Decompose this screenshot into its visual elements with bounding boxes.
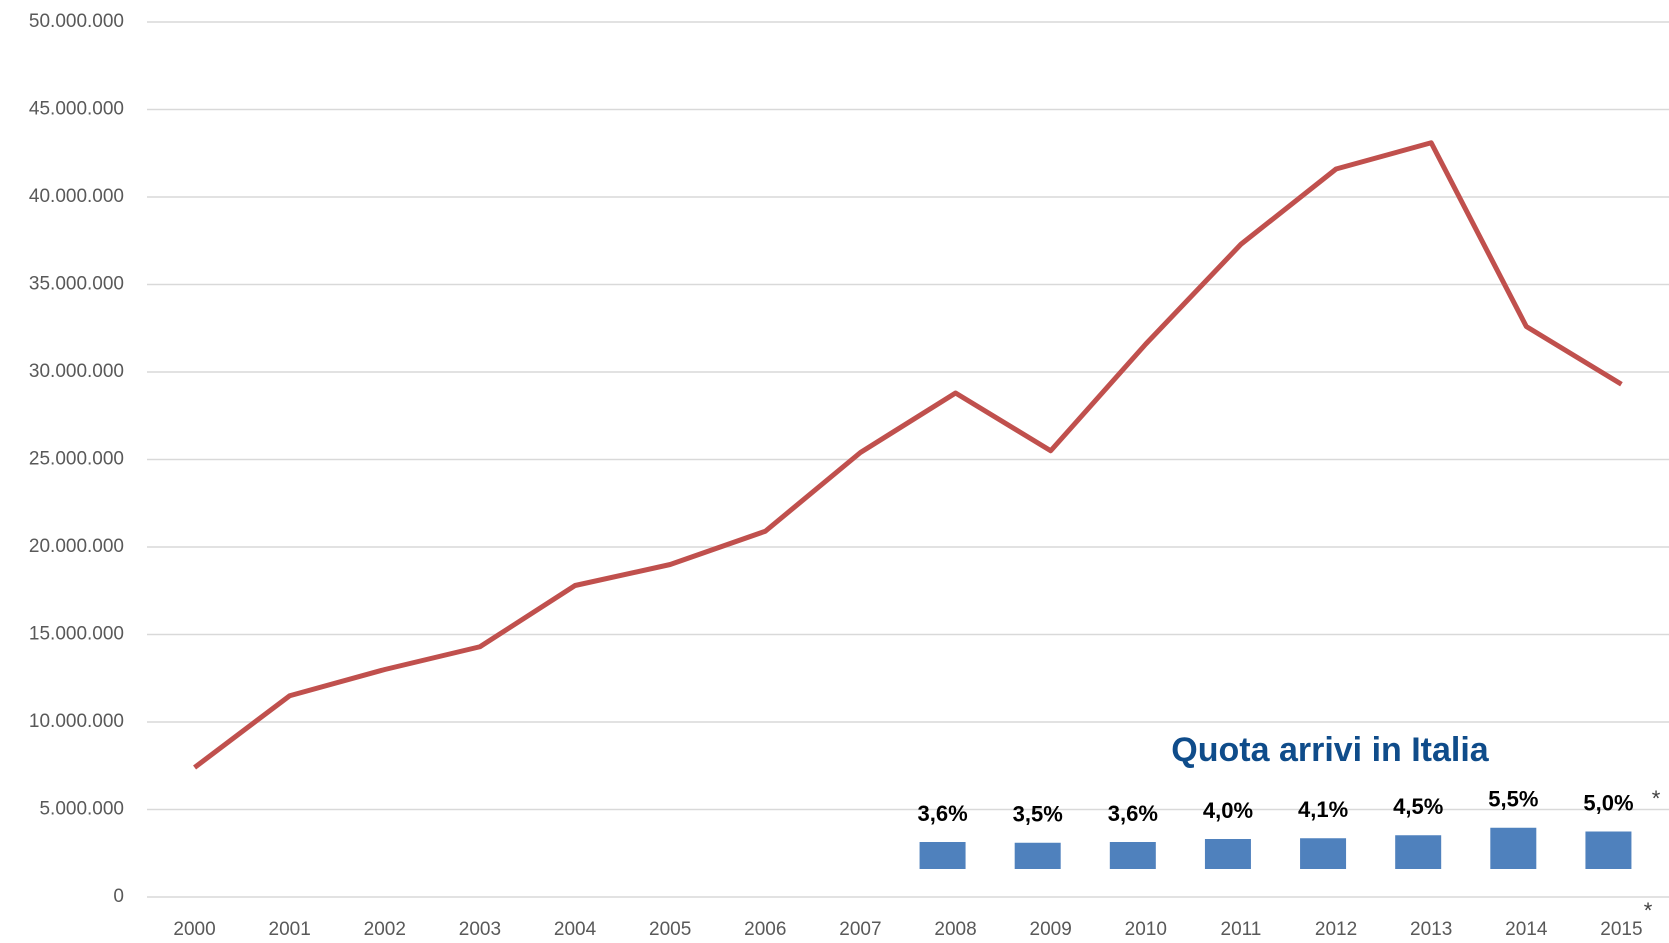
bar bbox=[1395, 835, 1442, 869]
bar bbox=[1109, 842, 1156, 869]
y-tick-label: 25.000.000 bbox=[29, 449, 124, 470]
y-tick-label: 5.000.000 bbox=[39, 799, 124, 820]
annotation: * bbox=[1652, 786, 1661, 811]
bar-value-label: 3,5% bbox=[1013, 802, 1063, 827]
bar-value-label: 4,0% bbox=[1203, 798, 1253, 823]
x-tick-label: 2010 bbox=[1125, 919, 1167, 940]
bar bbox=[919, 842, 966, 869]
y-tick-label: 20.000.000 bbox=[29, 536, 124, 557]
bar-value-label: 5,5% bbox=[1488, 787, 1538, 812]
y-tick-label: 35.000.000 bbox=[29, 274, 124, 295]
bar-value-label: 3,6% bbox=[1108, 801, 1158, 826]
x-tick-label: 2000 bbox=[173, 919, 215, 940]
bar bbox=[1490, 827, 1537, 869]
y-tick-label: 30.000.000 bbox=[29, 361, 124, 382]
x-tick-label: 2004 bbox=[554, 919, 597, 940]
x-tick-label: 2011 bbox=[1221, 919, 1262, 940]
bar bbox=[1585, 831, 1632, 869]
bar bbox=[1014, 842, 1061, 869]
y-tick-label: 15.000.000 bbox=[29, 624, 124, 645]
y-tick-label: 50.000.000 bbox=[29, 11, 124, 32]
x-tick-label: 2012 bbox=[1315, 919, 1357, 940]
x-tick-label: 2009 bbox=[1030, 919, 1072, 940]
x-tick-label: 2006 bbox=[744, 919, 786, 940]
y-tick-label: 0 bbox=[113, 886, 124, 907]
x-tick-label: 2008 bbox=[934, 919, 976, 940]
bar-value-label: 5,0% bbox=[1583, 790, 1633, 815]
y-tick-label: 45.000.000 bbox=[29, 99, 124, 120]
x-tick-label: 2003 bbox=[459, 919, 501, 940]
inset-title: Quota arrivi in Italia bbox=[1171, 731, 1490, 769]
bar-value-label: 3,6% bbox=[917, 801, 967, 826]
x-tick-label: 2002 bbox=[364, 919, 406, 940]
x-tick-label: 2005 bbox=[649, 919, 691, 940]
x-tick-label: 2015 bbox=[1600, 919, 1642, 940]
y-tick-label: 40.000.000 bbox=[29, 186, 124, 207]
bar bbox=[1204, 839, 1251, 869]
y-tick-label: 10.000.000 bbox=[29, 711, 124, 732]
x-tick-label: 2001 bbox=[269, 919, 311, 940]
bar-value-label: 4,1% bbox=[1298, 797, 1348, 822]
bar-value-label: 4,5% bbox=[1393, 794, 1443, 819]
x-tick-label: 2013 bbox=[1410, 919, 1452, 940]
data-line bbox=[193, 140, 1623, 770]
annotation: * bbox=[1644, 898, 1653, 923]
bar bbox=[1300, 838, 1347, 869]
x-tick-label: 2007 bbox=[839, 919, 881, 940]
x-tick-label: 2014 bbox=[1505, 919, 1548, 940]
